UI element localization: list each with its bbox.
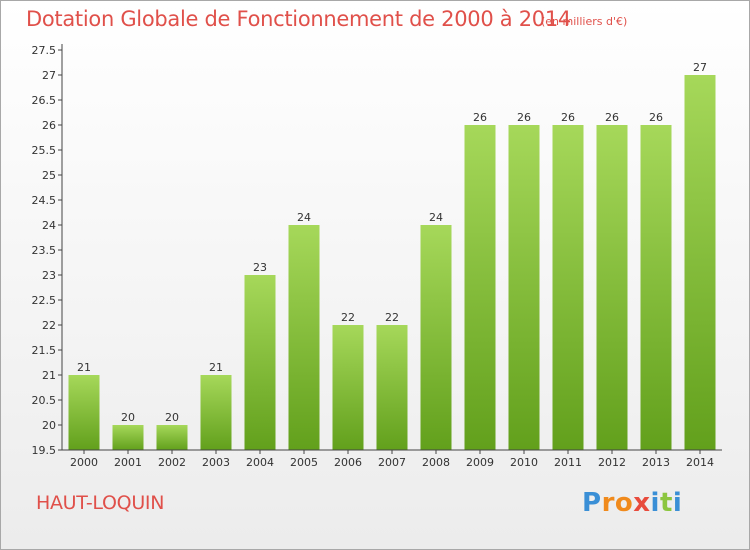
y-tick-label: 22 <box>42 319 56 332</box>
y-tick-label: 27.5 <box>32 44 57 57</box>
x-tick-label-2013: 2013 <box>642 456 670 469</box>
value-label-2003: 21 <box>209 361 223 374</box>
y-tick-label: 20.5 <box>32 394 57 407</box>
value-label-2006: 22 <box>341 311 355 324</box>
x-tick-label-2004: 2004 <box>246 456 274 469</box>
x-tick-label-2000: 2000 <box>70 456 98 469</box>
value-label-2010: 26 <box>517 111 531 124</box>
x-axis-ticks: 2000 2001 2002 2003 2004 2005 2006 2007 2008 2009… <box>70 450 714 469</box>
y-tick-label: 26 <box>42 119 56 132</box>
bars <box>68 75 716 450</box>
y-tick-label: 26.5 <box>32 94 57 107</box>
x-tick-label-2005: 2005 <box>290 456 318 469</box>
value-label-2011: 26 <box>561 111 575 124</box>
bar-2009 <box>464 125 496 450</box>
x-tick-label-2008: 2008 <box>422 456 450 469</box>
value-label-2004: 23 <box>253 261 267 274</box>
value-label-2005: 24 <box>297 211 311 224</box>
y-axis-ticks: 19.5 20 20.5 21 21.5 22 22.5 23 23.5 24 24.5 25 25.5… <box>32 44 62 457</box>
y-tick-label: 24.5 <box>32 194 57 207</box>
logo-letter: x <box>633 488 651 518</box>
x-tick-label-2007: 2007 <box>378 456 406 469</box>
y-tick-label: 25 <box>42 169 56 182</box>
x-tick-label-2014: 2014 <box>686 456 714 469</box>
x-tick-label-2001: 2001 <box>114 456 142 469</box>
value-label-2008: 24 <box>429 211 443 224</box>
bar-2012 <box>596 125 628 450</box>
logo-letter: i <box>650 488 660 518</box>
y-tick-label: 21 <box>42 369 56 382</box>
proxiti-logo: Proxiti <box>582 488 682 518</box>
bar-2008 <box>420 225 452 450</box>
value-label-2013: 26 <box>649 111 663 124</box>
logo-letter: P <box>582 488 602 518</box>
bar-2000 <box>68 375 100 450</box>
bar-2005 <box>288 225 320 450</box>
value-label-2012: 26 <box>605 111 619 124</box>
x-tick-label-2002: 2002 <box>158 456 186 469</box>
chart-subtitle: (en milliers d'€) <box>541 15 628 28</box>
commune-name: HAUT-LOQUIN <box>36 492 165 514</box>
bar-2007 <box>376 325 408 450</box>
logo-letter: t <box>659 488 673 518</box>
y-tick-label: 22.5 <box>32 294 57 307</box>
bar-2013 <box>640 125 672 450</box>
x-tick-label-2012: 2012 <box>598 456 626 469</box>
bar-2014 <box>684 75 716 450</box>
x-tick-label-2011: 2011 <box>554 456 582 469</box>
y-tick-label: 20 <box>42 419 56 432</box>
bar-2010 <box>508 125 540 450</box>
value-label-2009: 26 <box>473 111 487 124</box>
bar-2003 <box>200 375 232 450</box>
chart-title: Dotation Globale de Fonctionnement de 20… <box>26 7 571 31</box>
logo-letter: r <box>601 488 615 518</box>
bar-2004 <box>244 275 276 450</box>
logo-letter: i <box>672 488 683 518</box>
x-tick-label-2003: 2003 <box>202 456 230 469</box>
y-tick-label: 27 <box>42 69 56 82</box>
y-tick-label: 19.5 <box>32 444 57 457</box>
y-tick-label: 23 <box>42 269 56 282</box>
x-tick-label-2009: 2009 <box>466 456 494 469</box>
value-label-2002: 20 <box>165 411 179 424</box>
bar-2006 <box>332 325 364 450</box>
logo-letter: o <box>614 488 634 518</box>
bar-2001 <box>112 425 144 450</box>
value-labels: 21 20 20 21 23 24 22 22 24 26 26 26 26 26 27 <box>77 61 707 424</box>
x-tick-label-2010: 2010 <box>510 456 538 469</box>
y-tick-label: 21.5 <box>32 344 57 357</box>
value-label-2000: 21 <box>77 361 91 374</box>
value-label-2007: 22 <box>385 311 399 324</box>
value-label-2001: 20 <box>121 411 135 424</box>
bar-2002 <box>156 425 188 450</box>
value-label-2014: 27 <box>693 61 707 74</box>
y-tick-label: 25.5 <box>32 144 57 157</box>
y-tick-label: 23.5 <box>32 244 57 257</box>
y-tick-label: 24 <box>42 219 56 232</box>
bar-2011 <box>552 125 584 450</box>
x-tick-label-2006: 2006 <box>334 456 362 469</box>
